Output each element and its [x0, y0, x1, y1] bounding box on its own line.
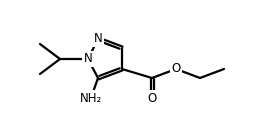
Text: O: O: [171, 62, 181, 75]
Text: N: N: [94, 33, 102, 45]
Text: O: O: [147, 91, 157, 104]
Text: N: N: [84, 53, 92, 66]
Text: NH₂: NH₂: [80, 91, 102, 104]
